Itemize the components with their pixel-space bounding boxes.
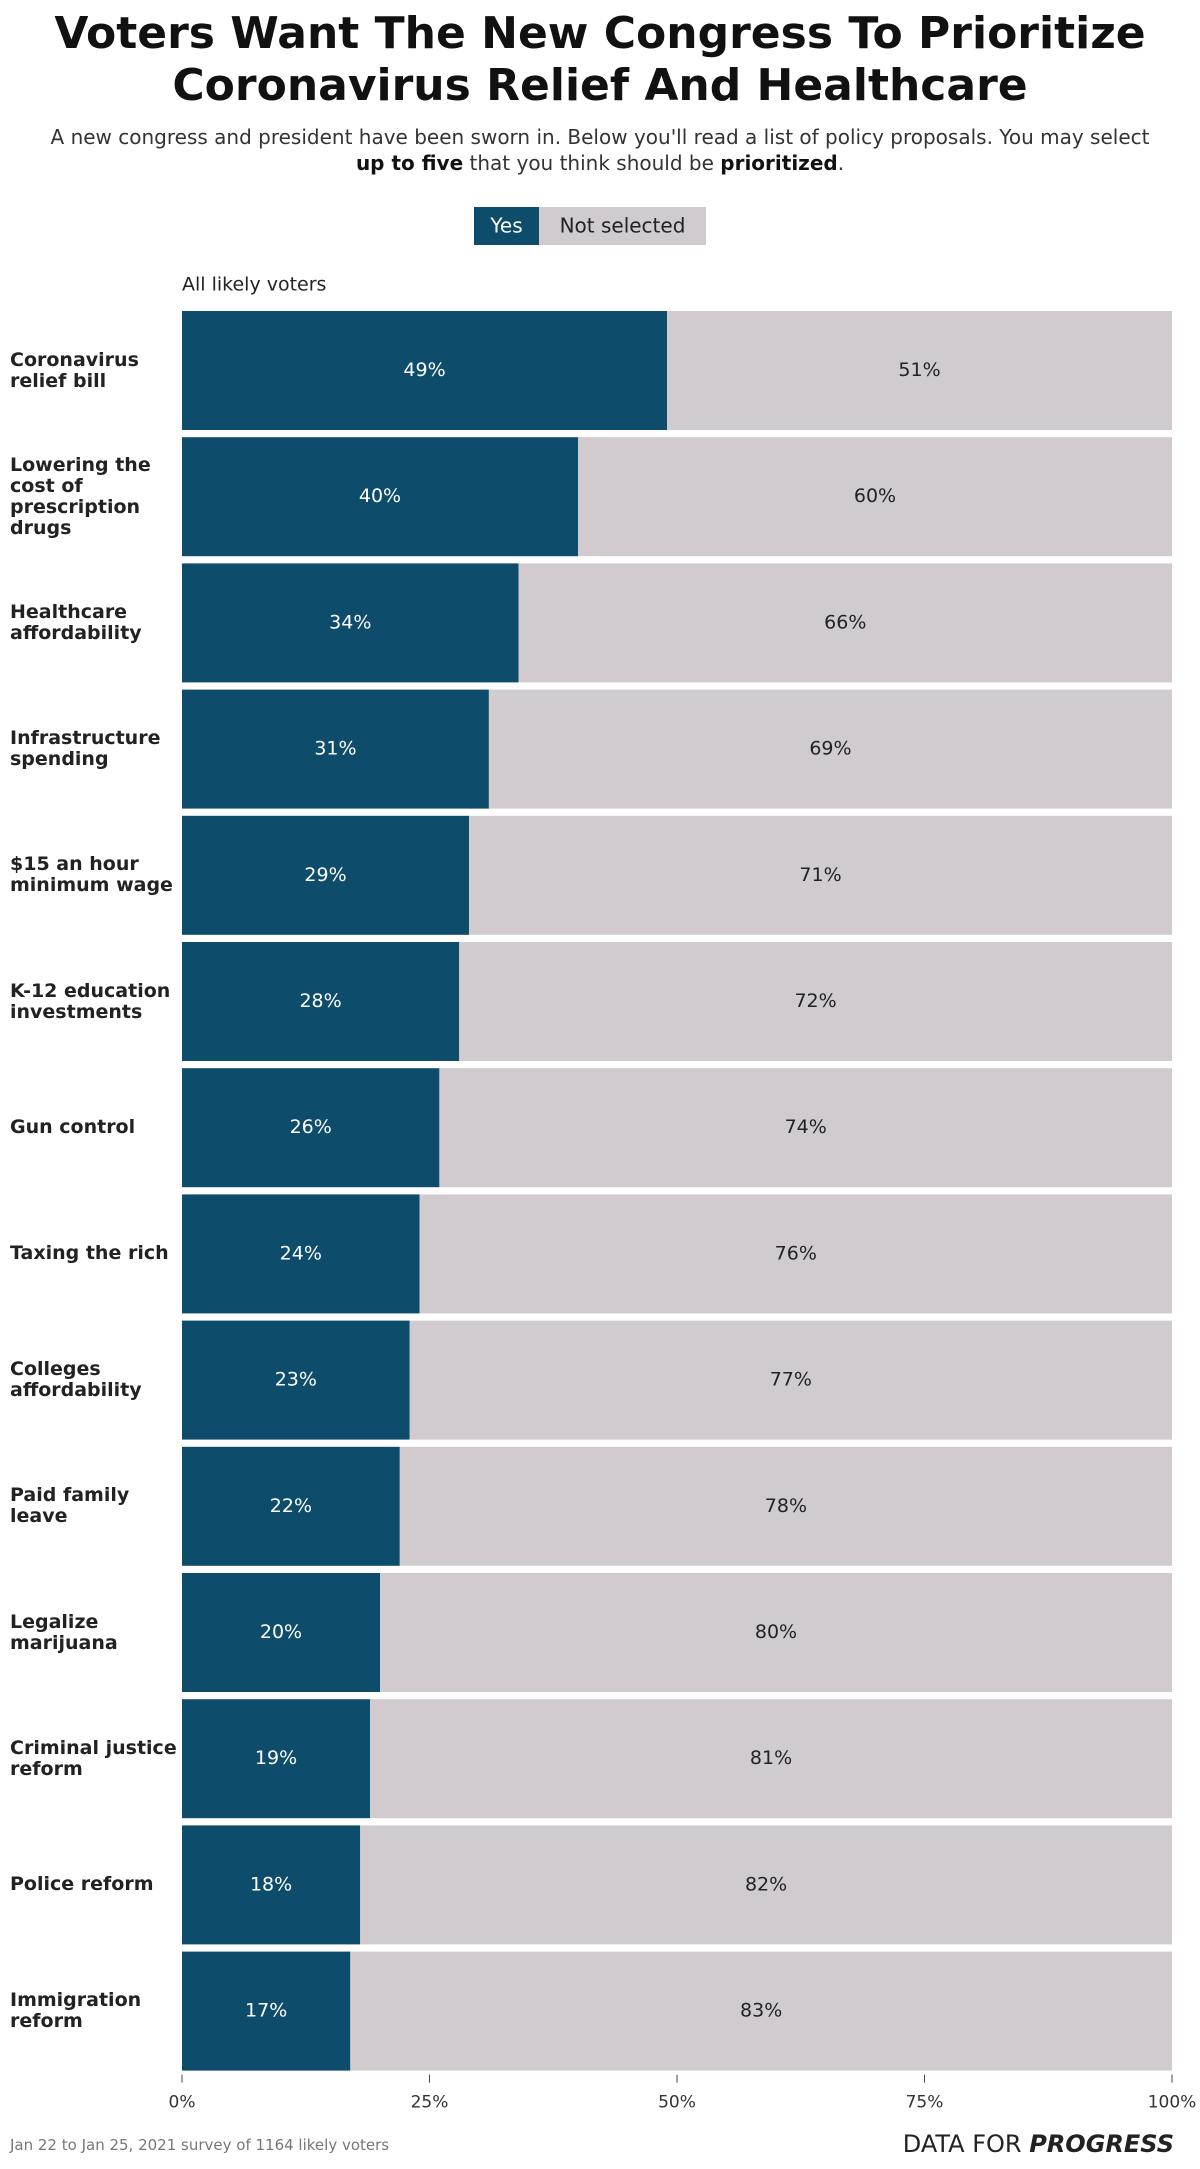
value-label: 74% — [785, 1116, 827, 1138]
value-label: 77% — [770, 1369, 812, 1391]
x-tick-label: 0% — [169, 2093, 196, 2113]
category-label: Immigration reform — [10, 1989, 142, 2033]
bar-segment — [488, 689, 1172, 809]
bar-segment — [182, 1699, 371, 1819]
value-label: 29% — [304, 864, 346, 886]
bar-segment — [182, 1320, 410, 1440]
bar-segment — [182, 815, 470, 935]
value-label: 18% — [250, 1873, 292, 1895]
chart: All likely voters Yes Not selected 49% 51% 4… — [169, 207, 1197, 2113]
value-label: 26% — [290, 1116, 332, 1138]
value-label: 78% — [765, 1495, 807, 1517]
value-label: 69% — [809, 738, 851, 760]
category-label: Infrastructure spending — [10, 727, 161, 771]
value-label: 22% — [270, 1495, 312, 1517]
value-label: 19% — [255, 1747, 297, 1769]
value-label: 80% — [755, 1621, 797, 1643]
bar-segment — [182, 311, 668, 430]
value-label: 76% — [775, 1242, 817, 1264]
chart-subtitle: A new congress and president have been s… — [40, 124, 1160, 176]
legend-swatch — [474, 207, 539, 245]
subtitle-emphasis: prioritized — [720, 151, 838, 175]
category-label: Taxing the rich — [10, 1242, 169, 1265]
value-label: 17% — [245, 2000, 287, 2022]
value-label: 40% — [359, 485, 401, 507]
bar-segment — [380, 1573, 1172, 1692]
bar-segment — [182, 437, 578, 557]
bar-segment — [419, 1194, 1173, 1314]
x-tick-label: 75% — [906, 2093, 944, 2113]
bar-segment — [182, 563, 519, 683]
legend-label: Yes — [489, 214, 522, 238]
category-label: $15 an hour minimum wage — [10, 853, 173, 897]
category-label: Police reform — [10, 1873, 154, 1896]
value-label: 24% — [280, 1242, 322, 1264]
value-label: 23% — [275, 1369, 317, 1391]
value-label: 34% — [329, 611, 371, 633]
bar-segment — [182, 689, 489, 809]
bar-segment — [370, 1699, 1173, 1819]
bar-segment — [182, 1951, 351, 2071]
bar-segment — [360, 1825, 1172, 1945]
bar-segment — [518, 563, 1172, 683]
category-label: Lowering the cost of prescription drugs — [10, 453, 151, 539]
value-label: 20% — [260, 1621, 302, 1643]
value-label: 82% — [745, 1873, 787, 1895]
value-label: 71% — [799, 864, 841, 886]
x-tick-label: 25% — [411, 2093, 449, 2113]
chart-title: Voters Want The New Congress To Prioriti… — [54, 8, 1146, 111]
value-label: 72% — [794, 990, 836, 1012]
bar-segment — [459, 942, 1172, 1061]
category-label: Paid family leave — [10, 1484, 130, 1528]
x-tick-label: 50% — [658, 2093, 696, 2113]
bar-segment — [667, 311, 1172, 430]
value-label: 28% — [299, 990, 341, 1012]
value-label: 66% — [824, 611, 866, 633]
category-label: Legalize marijuana — [10, 1610, 118, 1654]
bar-segment — [399, 1446, 1172, 1566]
x-tick-label: 100% — [1148, 2093, 1197, 2113]
category-label: Gun control — [10, 1116, 136, 1139]
subtitle-text: A new congress and president have been s… — [50, 125, 1150, 149]
bar-segment — [182, 1573, 380, 1692]
group-label: All likely voters — [182, 274, 326, 296]
bar-segment — [578, 437, 1172, 557]
bar-segment — [469, 815, 1173, 935]
bar-segment — [409, 1320, 1172, 1440]
category-label: Criminal justice reform — [10, 1736, 177, 1780]
value-label: 31% — [314, 738, 356, 760]
category-label: K-12 education investments — [10, 979, 171, 1023]
bar-segment — [182, 1446, 400, 1566]
category-label: Coronavirus relief bill — [10, 348, 139, 392]
value-label: 83% — [740, 2000, 782, 2022]
brand-text: PROGRESS — [1029, 2130, 1174, 2158]
value-label: 49% — [403, 359, 445, 381]
bar-segment — [182, 1194, 420, 1314]
bar-segment — [182, 942, 460, 1061]
bar-segment — [350, 1951, 1172, 2071]
bar-segment — [182, 1068, 440, 1188]
category-label: Colleges affordability — [10, 1358, 142, 1402]
category-label: Healthcare affordability — [10, 600, 142, 644]
footnote: Jan 22 to Jan 25, 2021 survey of 1164 li… — [10, 2136, 390, 2154]
legend-swatch — [539, 207, 706, 245]
value-label: 51% — [898, 359, 940, 381]
legend-label: Not selected — [560, 214, 686, 238]
bar-segment — [439, 1068, 1172, 1188]
brand: DATA FOR PROGRESS — [903, 2130, 1174, 2158]
value-label: 81% — [750, 1747, 792, 1769]
brand-text: DATA FOR — [902, 2130, 1030, 2158]
bar-segment — [182, 1825, 361, 1945]
subtitle-text: that you think should be — [463, 151, 721, 175]
subtitle-emphasis: up to five — [355, 151, 464, 175]
subtitle-text: . — [837, 151, 845, 175]
value-label: 60% — [854, 485, 896, 507]
